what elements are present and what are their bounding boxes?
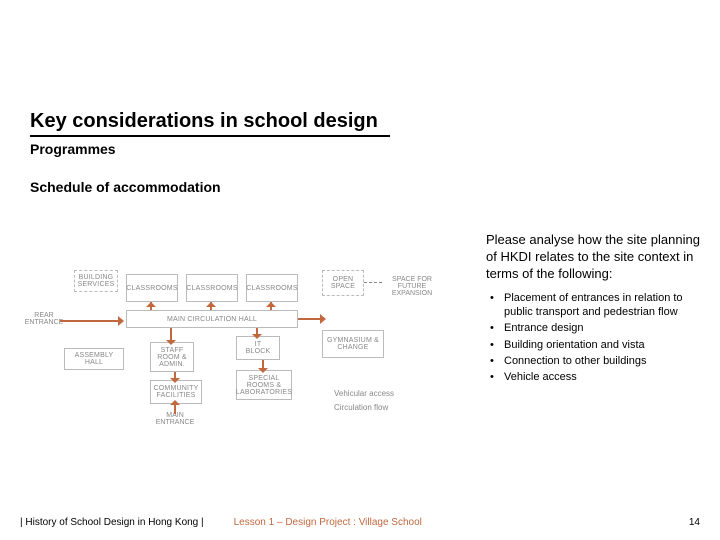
footer: | History of School Design in Hong Kong …	[20, 517, 700, 528]
box-gym: GYMNASIUM &CHANGE	[322, 330, 384, 358]
bullet-item: Vehicle access	[486, 370, 706, 384]
arrow-cls3-head	[266, 302, 276, 307]
box-classroom-2: CLASSROOMS	[186, 274, 238, 302]
arrow-cls2-head	[206, 302, 216, 307]
bullet-item: Entrance design	[486, 321, 706, 335]
arrow-cls1-head	[146, 302, 156, 307]
bullet-item: Building orientation and vista	[486, 338, 706, 352]
subtitle-programmes: Programmes	[30, 141, 390, 157]
page-title: Key considerations in school design	[30, 110, 390, 137]
label-future-expansion: SPACE FORFUTUREEXPANSION	[382, 276, 442, 297]
label-rear-entrance: REARENTRANCE	[24, 312, 64, 326]
box-classroom-3: CLASSROOMS	[246, 274, 298, 302]
arrow-main-ent	[174, 404, 176, 414]
bullet-item: Placement of entrances in relation to pu…	[486, 291, 706, 320]
arrow-gym-head	[320, 314, 326, 324]
box-open-space: OPENSPACE	[322, 270, 364, 296]
arrow-community-head	[170, 378, 180, 383]
page-number: 14	[689, 517, 700, 528]
box-staff: STAFFROOM &ADMIN.	[150, 342, 194, 372]
box-main-hall: MAIN CIRCULATION HALL	[126, 310, 298, 328]
legend-circulation: Circulation flow	[334, 394, 434, 412]
arrow-main-ent-head	[170, 400, 180, 405]
box-assembly: ASSEMBLY HALL	[64, 348, 124, 370]
box-it: ITBLOCK	[236, 336, 280, 360]
arrow-rear-head	[118, 316, 124, 326]
dash-open	[364, 282, 382, 283]
analysis-bullets: Placement of entrances in relation to pu…	[486, 291, 706, 385]
arrow-gym	[298, 318, 322, 320]
subtitle-schedule: Schedule of accommodation	[30, 179, 390, 195]
label-main-entrance: MAINENTRANCE	[150, 412, 200, 426]
footer-left-text: | History of School Design in Hong Kong …	[20, 517, 204, 528]
arrow-special-head	[258, 368, 268, 373]
arrow-it-head	[252, 334, 262, 339]
schedule-diagram: BUILDINGSERVICES CLASSROOMS CLASSROOMS C…	[30, 270, 460, 470]
box-classroom-1: CLASSROOMS	[126, 274, 178, 302]
box-building-services: BUILDINGSERVICES	[74, 270, 118, 292]
analysis-prompt: Please analyse how the site planning of …	[486, 232, 706, 283]
arrow-rear	[60, 320, 120, 322]
bullet-item: Connection to other buildings	[486, 354, 706, 368]
arrow-staff-head	[166, 340, 176, 345]
footer-center-text: Lesson 1 – Design Project : Village Scho…	[234, 517, 422, 528]
box-special: SPECIALROOMS &LABORATORIES	[236, 370, 292, 400]
